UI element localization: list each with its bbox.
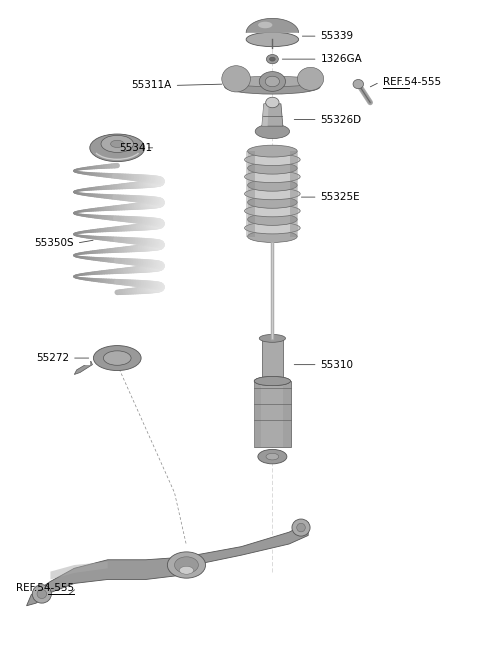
Ellipse shape xyxy=(266,97,279,108)
Polygon shape xyxy=(248,151,297,237)
Text: 55350S: 55350S xyxy=(34,238,74,248)
Ellipse shape xyxy=(248,162,297,174)
Ellipse shape xyxy=(245,188,300,200)
Polygon shape xyxy=(74,361,93,374)
Ellipse shape xyxy=(297,523,305,532)
Ellipse shape xyxy=(258,449,287,464)
Text: 55325E: 55325E xyxy=(321,192,360,202)
Ellipse shape xyxy=(245,222,300,234)
Polygon shape xyxy=(50,562,108,579)
Ellipse shape xyxy=(94,346,141,371)
Ellipse shape xyxy=(254,376,290,386)
Ellipse shape xyxy=(37,589,47,599)
Ellipse shape xyxy=(353,79,363,89)
PathPatch shape xyxy=(246,18,299,33)
Ellipse shape xyxy=(269,57,275,61)
Ellipse shape xyxy=(168,552,205,578)
Polygon shape xyxy=(262,104,268,126)
Polygon shape xyxy=(290,151,299,237)
Polygon shape xyxy=(254,381,262,447)
Text: REF.54-555: REF.54-555 xyxy=(16,583,74,593)
Ellipse shape xyxy=(255,124,289,139)
Polygon shape xyxy=(65,351,90,365)
Text: 55310: 55310 xyxy=(321,359,354,370)
Text: 55326D: 55326D xyxy=(321,114,362,125)
Ellipse shape xyxy=(175,557,198,573)
Ellipse shape xyxy=(248,231,297,242)
Ellipse shape xyxy=(227,76,318,87)
Ellipse shape xyxy=(248,214,297,225)
Polygon shape xyxy=(254,381,290,447)
Text: 55341: 55341 xyxy=(120,143,153,153)
Ellipse shape xyxy=(225,79,320,94)
Text: 1326GA: 1326GA xyxy=(321,54,362,64)
Ellipse shape xyxy=(265,76,279,87)
Ellipse shape xyxy=(248,179,297,191)
Ellipse shape xyxy=(222,66,251,92)
Ellipse shape xyxy=(101,135,133,152)
Ellipse shape xyxy=(245,171,300,183)
Text: REF.54-555: REF.54-555 xyxy=(383,77,441,87)
Ellipse shape xyxy=(248,145,297,157)
Ellipse shape xyxy=(248,196,297,208)
Text: 55339: 55339 xyxy=(321,31,354,41)
Ellipse shape xyxy=(254,376,290,386)
Ellipse shape xyxy=(245,154,300,166)
Ellipse shape xyxy=(245,205,300,217)
Polygon shape xyxy=(26,522,308,606)
Ellipse shape xyxy=(258,22,272,28)
Text: 55311A: 55311A xyxy=(132,80,172,91)
Text: 55272: 55272 xyxy=(36,353,69,363)
Ellipse shape xyxy=(180,566,193,574)
Polygon shape xyxy=(283,381,290,447)
Polygon shape xyxy=(262,104,283,126)
Ellipse shape xyxy=(259,72,286,91)
Ellipse shape xyxy=(266,453,279,460)
Polygon shape xyxy=(246,151,255,237)
Ellipse shape xyxy=(266,55,278,64)
Ellipse shape xyxy=(32,585,51,603)
Polygon shape xyxy=(262,338,283,381)
Ellipse shape xyxy=(90,134,144,162)
Ellipse shape xyxy=(292,519,310,536)
Ellipse shape xyxy=(246,32,299,47)
Ellipse shape xyxy=(103,351,131,365)
Ellipse shape xyxy=(110,140,124,148)
Ellipse shape xyxy=(259,334,286,342)
Ellipse shape xyxy=(298,68,324,91)
